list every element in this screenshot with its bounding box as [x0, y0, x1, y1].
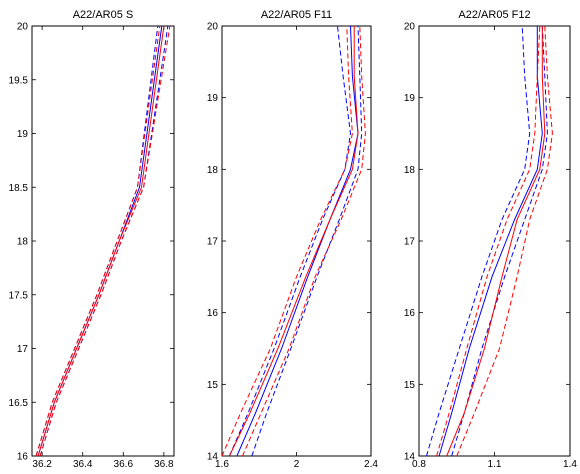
series-line-red-solid-4	[228, 26, 359, 457]
series-line-red-dashed-5	[35, 25, 161, 457]
chart-panel-1: A22/AR05 S 16 16.5 17 17.5 18 18.5 19 19.5 20 36.2…	[9, 9, 175, 470]
series-line-red-dashed-5	[436, 25, 541, 457]
y-tick-label: 17	[207, 237, 219, 248]
series-line-red-dashed-6	[242, 25, 366, 457]
chart-title: A22/AR05 F11	[261, 9, 332, 21]
chart-title: A22/AR05 F12	[458, 9, 530, 21]
plot-frame	[221, 25, 372, 457]
chart-panel-3: A22/AR05 F12 14 15 16 17 18 19 20 0.8 1.1 1.4	[404, 9, 578, 470]
y-tick-label: 19.5	[9, 75, 29, 86]
y-tick-label: 16	[207, 308, 219, 319]
x-tick-label: 36.6	[114, 459, 134, 470]
y-tick-label: 20	[17, 22, 29, 33]
x-tick-label: 2	[294, 459, 300, 470]
series-line-blue-solid-1	[438, 26, 543, 457]
x-tick-label: 36.4	[73, 459, 93, 470]
series-line-red-solid-4	[446, 26, 546, 457]
x-tick-label: 1.4	[563, 459, 577, 470]
series-line-blue-dashed-2	[228, 25, 352, 457]
y-tick-label: 17	[17, 344, 29, 355]
series-line-red-solid-4	[37, 25, 165, 457]
y-tick-label: 19	[17, 129, 29, 140]
y-tick-label: 16	[17, 452, 29, 463]
y-tick-label: 19	[207, 93, 219, 104]
y-tick-label: 16	[404, 308, 416, 319]
y-tick-label: 20	[207, 22, 219, 33]
y-tick-label: 15	[207, 380, 219, 391]
x-tick-label: 1.1	[488, 459, 502, 470]
y-tick-label: 18	[207, 165, 219, 176]
x-tick-label: 0.8	[412, 459, 426, 470]
y-tick-label: 18.5	[9, 183, 29, 194]
series-line-blue-dashed-3	[251, 25, 363, 457]
y-tick-label: 14	[207, 452, 219, 463]
series-line-blue-solid-1	[236, 25, 359, 457]
chart-panel-2: A22/AR05 F11 14 15 16 17 18 19 20 1.6 2 2.4	[207, 9, 379, 470]
y-tick-label: 18	[404, 165, 416, 176]
x-tick-label: 2.4	[364, 459, 378, 470]
series-line-blue-dashed-3	[451, 25, 548, 457]
y-tick-label: 17.5	[9, 290, 29, 301]
x-tick-label: 36.2	[32, 459, 52, 470]
y-tick-label: 15	[404, 380, 416, 391]
series-line-red-dashed-6	[39, 25, 171, 457]
series-line-blue-dashed-2	[35, 25, 159, 457]
y-tick-label: 16.5	[9, 398, 29, 409]
series-line-red-dashed-6	[456, 25, 553, 457]
y-tick-label: 20	[404, 22, 416, 33]
series-line-red-dashed-5	[221, 25, 353, 457]
x-tick-label: 1.6	[215, 459, 229, 470]
chart-title: A22/AR05 S	[73, 9, 134, 21]
series-line-blue-dashed-2	[426, 25, 531, 457]
y-tick-label: 14	[404, 452, 416, 463]
x-tick-label: 36.8	[154, 459, 174, 470]
y-tick-label: 17	[404, 237, 416, 248]
y-tick-label: 18	[17, 237, 29, 248]
y-tick-label: 19	[404, 93, 416, 104]
